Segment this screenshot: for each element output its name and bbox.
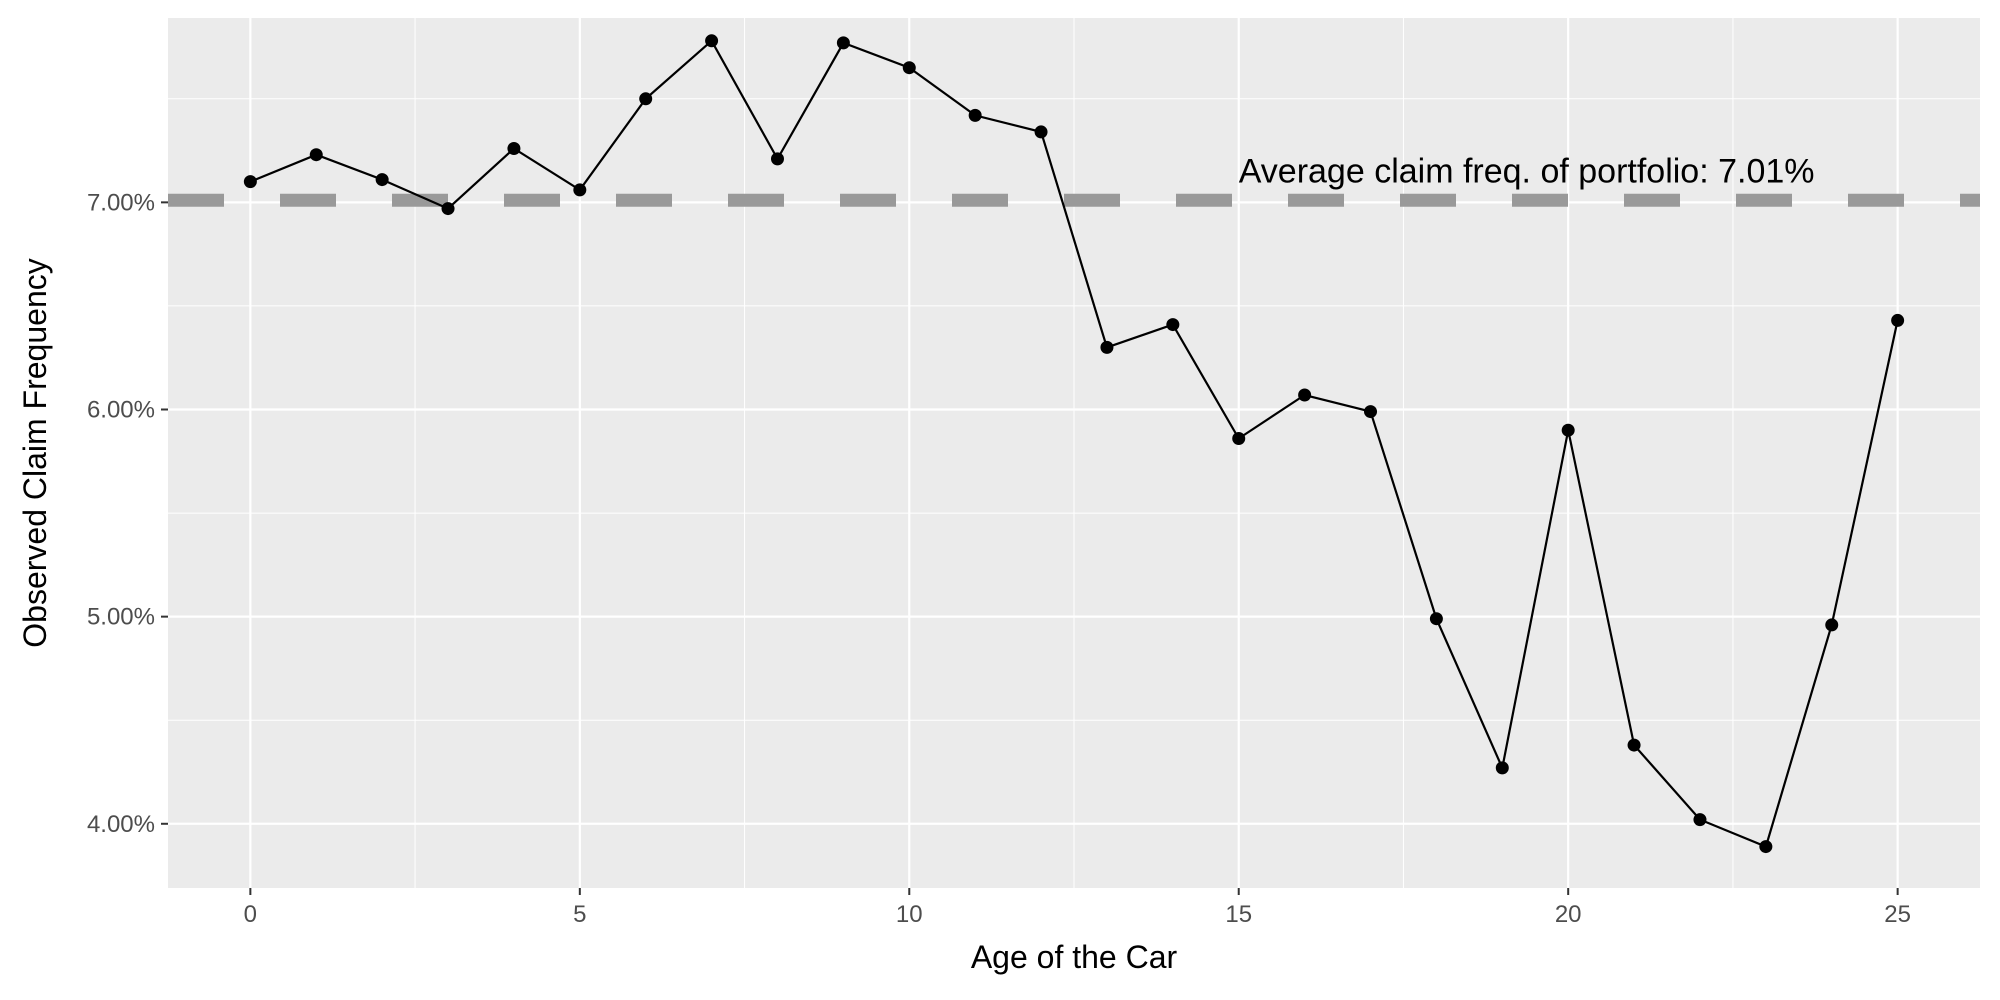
minor-gridlines — [168, 18, 1980, 888]
x-tick-label: 20 — [1555, 901, 1582, 928]
data-point — [1627, 738, 1641, 752]
data-point — [968, 108, 982, 122]
x-tick-label: 0 — [244, 901, 257, 928]
x-tick-label: 10 — [896, 901, 923, 928]
x-tick-label: 15 — [1225, 901, 1252, 928]
x-axis-title: Age of the Car — [971, 939, 1178, 975]
data-point — [1232, 432, 1246, 445]
data-point — [1364, 405, 1378, 419]
series-line — [249, 39, 1899, 849]
data-point — [1759, 840, 1773, 854]
x-tick-label: 5 — [573, 901, 586, 928]
data-point — [309, 148, 323, 162]
y-tick-label: 5.00% — [87, 604, 155, 631]
data-point — [1034, 125, 1048, 139]
x-tick-label: 25 — [1884, 901, 1911, 928]
data-point — [507, 142, 521, 155]
data-point — [441, 202, 455, 216]
y-axis-title: Observed Claim Frequency — [17, 258, 53, 647]
data-point — [1495, 761, 1509, 775]
y-tick-label: 4.00% — [87, 811, 155, 838]
data-point — [1298, 388, 1312, 402]
data-point — [243, 175, 257, 189]
data-point — [1166, 318, 1180, 332]
y-tick-label: 7.00% — [87, 189, 155, 216]
y-tick-label: 6.00% — [87, 397, 155, 424]
data-point — [836, 36, 850, 50]
data-point — [1693, 813, 1707, 827]
series-group — [243, 34, 1905, 854]
data-point — [1825, 618, 1839, 632]
data-point — [902, 61, 916, 75]
data-point — [573, 183, 587, 197]
data-point — [705, 34, 719, 48]
x-axis-ticks: 0 5 10 15 20 25 — [244, 888, 1911, 928]
data-point — [1561, 423, 1575, 437]
data-point — [1100, 340, 1114, 354]
y-axis-ticks: 4.00% 5.00% 6.00% 7.00% — [87, 189, 168, 838]
data-point — [375, 173, 389, 187]
reference-line-label: Average claim freq. of portfolio: 7.01% — [1239, 152, 1815, 190]
data-point — [639, 92, 653, 106]
data-point — [770, 152, 784, 166]
data-point — [1429, 612, 1443, 626]
data-point — [1891, 313, 1905, 327]
